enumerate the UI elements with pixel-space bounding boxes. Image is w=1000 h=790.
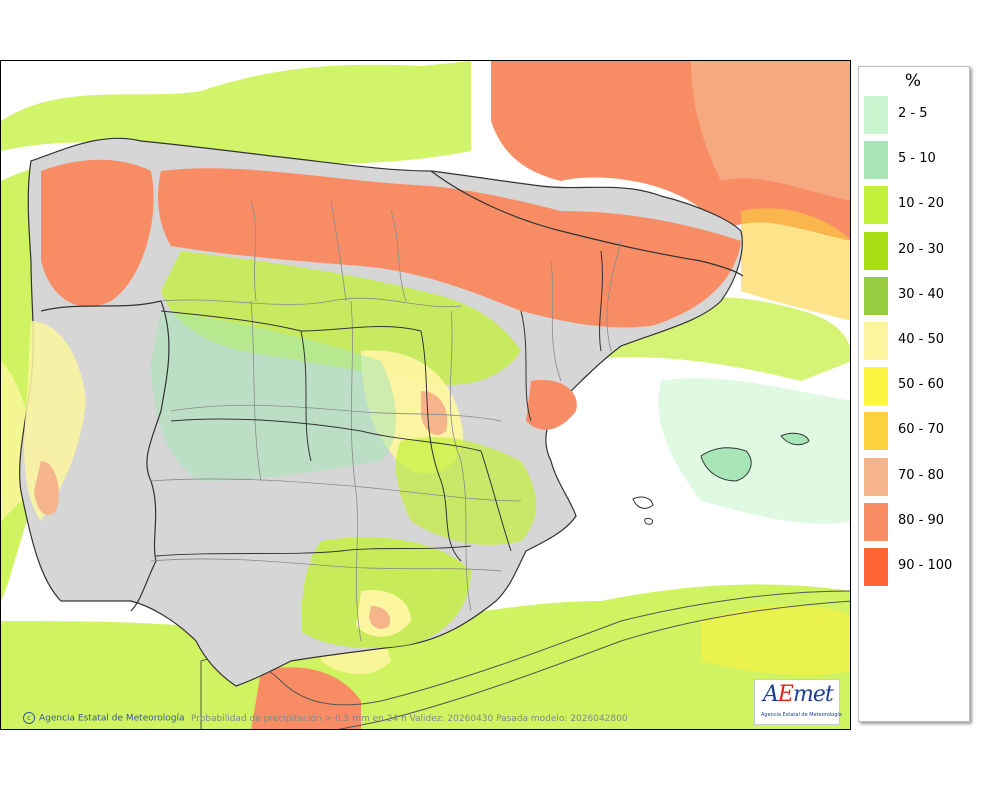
aemet-logo-subtitle: Agencia Estatal de Meteorología xyxy=(761,712,842,718)
legend-swatch xyxy=(864,548,888,586)
credit-text: Agencia Estatal de Meteorología xyxy=(39,713,185,724)
legend-swatch xyxy=(864,502,888,541)
legend-swatch xyxy=(864,412,888,451)
ebro-delta-high-field xyxy=(526,380,577,430)
legend-label: 30 - 40 xyxy=(898,286,945,302)
gulf-lion-field xyxy=(741,208,850,321)
copyright-icon: c xyxy=(23,712,35,724)
central-plateau-field xyxy=(151,311,396,481)
legend-label: 2 - 5 xyxy=(898,106,928,121)
legend-label: 5 - 10 xyxy=(898,151,936,167)
legend-item: 30 - 40 xyxy=(864,275,968,315)
legend-item: 80 - 90 xyxy=(864,501,968,541)
france-east-field xyxy=(691,61,850,201)
legend-label: 60 - 70 xyxy=(898,422,945,438)
legend-item: 20 - 30 xyxy=(864,230,968,270)
legend-label: 90 - 100 xyxy=(898,558,953,573)
legend-item: 50 - 60 xyxy=(864,365,968,406)
legend-swatch xyxy=(864,186,888,225)
north-africa-coastline xyxy=(200,590,850,729)
legend-item: 5 - 10 xyxy=(864,139,968,180)
copyright-credit: c Agencia Estatal de Meteorología xyxy=(23,712,185,724)
legend-swatch xyxy=(864,141,888,180)
legend-label: 70 - 80 xyxy=(898,467,945,483)
legend-item: 60 - 70 xyxy=(864,410,968,451)
legend-label: 50 - 60 xyxy=(898,377,945,393)
legend-swatch xyxy=(864,276,888,315)
legend-item: 2 - 5 xyxy=(864,94,968,134)
menorca-island xyxy=(780,432,810,446)
legend-item: 90 - 100 xyxy=(864,546,968,586)
legend-item: 40 - 50 xyxy=(864,320,968,360)
legend-swatch xyxy=(864,457,888,496)
spain-france-border xyxy=(430,170,744,277)
map-caption: Probabilidad de precipitación > 0.5 mm e… xyxy=(191,714,628,724)
province-borders xyxy=(150,200,622,642)
legend-swatch xyxy=(864,367,888,406)
legend-label: 40 - 50 xyxy=(898,332,945,347)
southern-mediterranean-field xyxy=(1,584,850,729)
algeria-coast-field xyxy=(701,605,850,676)
balearic-sea-field xyxy=(658,378,850,524)
region-borders xyxy=(155,250,603,562)
legend-title: % xyxy=(904,71,922,91)
legend-item: 70 - 80 xyxy=(864,456,968,496)
legend-item: 10 - 20 xyxy=(864,184,968,225)
aemet-logo-word: AEmet xyxy=(763,682,834,707)
probability-legend: % 2 - 5 5 - 10 10 - 20 20 - 30 30 - 40 40 - 5… xyxy=(858,66,970,722)
legend-swatch xyxy=(864,96,888,134)
ibiza-island xyxy=(632,496,654,509)
mallorca-island xyxy=(700,447,752,482)
legend-label: 80 - 90 xyxy=(898,512,945,528)
formentera-island xyxy=(644,518,654,525)
precipitation-probability-map[interactable] xyxy=(1,61,851,730)
legend-swatch xyxy=(864,231,888,270)
cantabrian-pyrenees-high-field xyxy=(158,168,741,328)
legend-label: 20 - 30 xyxy=(898,241,945,257)
sierra-nevada-peak-field xyxy=(369,606,391,629)
legend-swatch xyxy=(864,322,888,360)
portugal-peak-field xyxy=(34,461,59,515)
legend-label: 10 - 20 xyxy=(898,196,945,212)
forecast-map[interactable]: c Agencia Estatal de Meteorología Probabi… xyxy=(0,60,851,730)
aemet-logo: AEmet Agencia Estatal de Meteorología xyxy=(754,679,842,725)
galicia-high-field xyxy=(41,159,154,307)
